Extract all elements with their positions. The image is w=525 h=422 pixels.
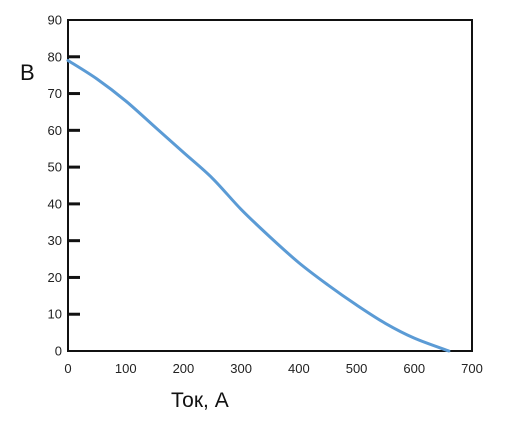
y-tick-label: 20 [48,270,62,285]
plot-frame [67,19,473,352]
x-tick-label: 100 [115,361,137,376]
x-axis-ticks: 0 100 200 300 400 500 600 700 [64,361,482,376]
y-axis-ticks: 0 10 20 30 40 50 60 70 80 90 [48,13,80,359]
x-axis-title: Ток, А [171,389,229,412]
y-tick-label: 40 [48,196,62,211]
x-tick-label: 500 [346,361,368,376]
x-tick-label: 0 [64,361,71,376]
x-tick-label: 600 [403,361,425,376]
series-line [66,58,451,353]
x-tick-label: 700 [461,361,483,376]
y-tick-label: 80 [48,49,62,64]
y-tick-label: 10 [48,307,62,322]
y-tick-label: 30 [48,233,62,248]
x-tick-label: 300 [230,361,252,376]
y-tick-label: 90 [48,13,62,28]
x-tick-label: 400 [288,361,310,376]
y-tick-label: 60 [48,123,62,138]
y-tick-label: 70 [48,86,62,101]
y-tick-label: 50 [48,160,62,175]
y-tick-label: 0 [55,344,62,359]
y-axis-title: В [20,60,35,85]
x-tick-label: 200 [173,361,195,376]
